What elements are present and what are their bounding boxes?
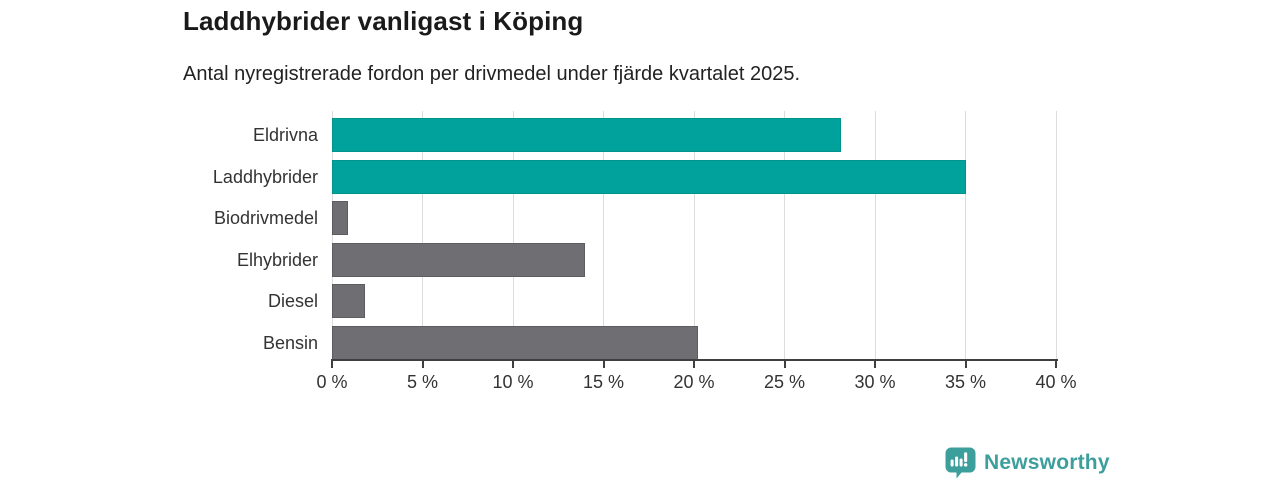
category-label: Laddhybrider [212, 166, 318, 187]
gridline [784, 111, 785, 359]
gridline [874, 111, 876, 359]
x-axis-tick-label: 30 % [854, 372, 896, 392]
gridline [693, 111, 695, 359]
x-axis-tick [693, 359, 695, 368]
category-label: Elhybrider [236, 249, 318, 270]
category-label: Eldrivna [252, 125, 318, 145]
bar [332, 159, 966, 194]
chart-subtitle: Antal nyregistrerade fordon per drivmede… [183, 63, 801, 85]
x-axis-tick [1055, 359, 1057, 368]
x-axis-tick [421, 359, 424, 368]
gridline [965, 111, 966, 359]
x-axis-tick-label: 35 % [944, 372, 987, 392]
brand-name: Newsworthy [984, 450, 1110, 474]
x-axis-tick [331, 359, 333, 368]
gridline [603, 111, 604, 359]
category-label: Biodrivmedel [213, 208, 318, 229]
x-axis-tick [874, 359, 876, 368]
x-axis-tick-label: 15 % [582, 372, 625, 392]
bar [332, 242, 586, 277]
gridline [512, 111, 514, 359]
x-axis-tick-label: 20 % [673, 372, 715, 392]
x-axis-tick-label: 25 % [763, 372, 806, 392]
x-axis-tick [512, 359, 514, 368]
bar [332, 118, 841, 152]
brand-logo: Newsworthy [945, 447, 1110, 478]
x-axis-tick [602, 359, 605, 368]
x-axis-tick [964, 359, 967, 368]
x-axis-tick-label: 10 % [492, 372, 534, 392]
gridline [1055, 111, 1057, 359]
gridline [422, 111, 423, 359]
page-title: Laddhybrider vanligast i Köping [183, 6, 584, 36]
bar [332, 284, 365, 319]
x-axis-tick-label: 5 % [406, 372, 439, 392]
bar [332, 201, 349, 236]
category-label: Bensin [262, 333, 318, 353]
plot-area [331, 111, 1057, 360]
x-axis-tick [783, 359, 786, 368]
bar [332, 326, 698, 360]
x-axis-tick-label: 0 % [316, 372, 348, 392]
category-label: Diesel [267, 291, 318, 312]
newsworthy-logo-icon [945, 447, 976, 478]
x-axis-tick-label: 40 % [1035, 372, 1077, 392]
